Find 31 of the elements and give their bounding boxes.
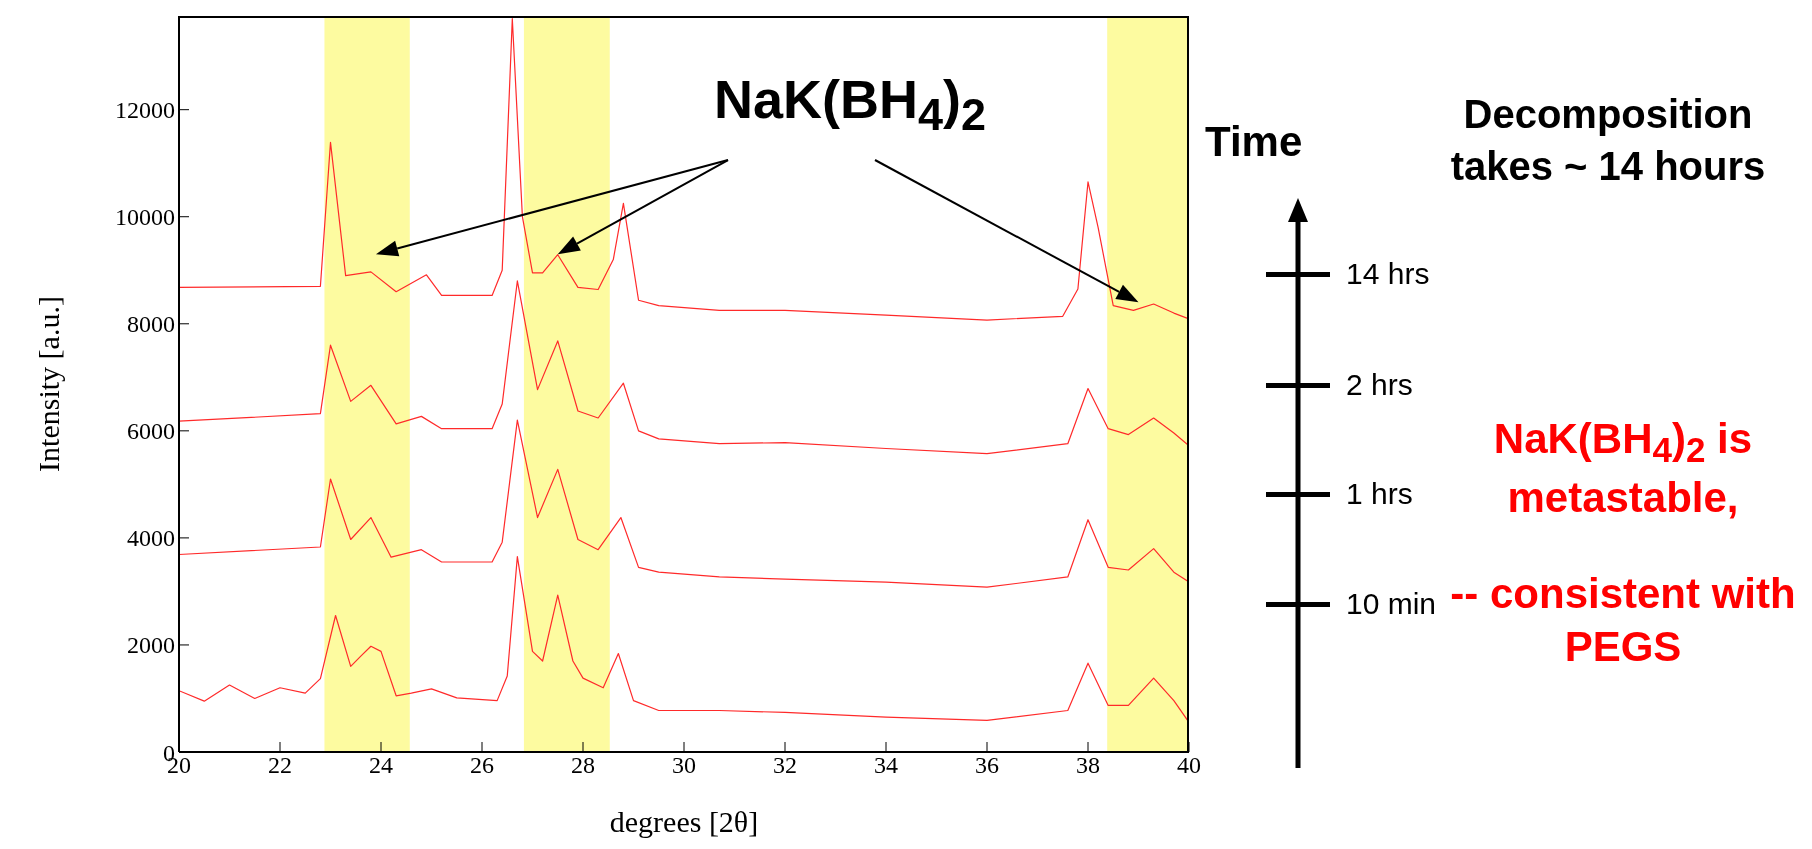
x-tick-label: 32 bbox=[773, 752, 797, 779]
line-series bbox=[179, 18, 1189, 321]
y-axis-title: Intensity [a.u.] bbox=[31, 296, 65, 472]
y-tick-label: 12000 bbox=[115, 97, 175, 124]
x-tick-label: 40 bbox=[1177, 752, 1201, 779]
x-tick-label: 34 bbox=[874, 752, 898, 779]
text: Decomposition takes ~ 14 hours bbox=[1449, 91, 1767, 190]
line-series bbox=[179, 419, 1189, 588]
x-tick-label: 30 bbox=[672, 752, 696, 779]
text: 10 min bbox=[1346, 587, 1437, 621]
text: 2 hrs bbox=[1346, 368, 1413, 402]
x-tick-label: 38 bbox=[1076, 752, 1100, 779]
x-tick-label: 26 bbox=[470, 752, 494, 779]
text: -- consistent with PEGS bbox=[1449, 569, 1797, 672]
x-tick-label: 36 bbox=[975, 752, 999, 779]
x-tick-label: 22 bbox=[268, 752, 292, 779]
line-series bbox=[179, 280, 1189, 455]
text: NaK(BH$_{4}$)$_{2}$ is metastable, bbox=[1492, 414, 1754, 524]
x-tick-label: 28 bbox=[571, 752, 595, 779]
annotation: NaK(BH$_{4}$)$_{2}$ bbox=[714, 68, 987, 141]
legend-title: Time bbox=[1205, 118, 1303, 166]
y-tick-label: 4000 bbox=[127, 525, 175, 552]
text: 1 hrs bbox=[1346, 477, 1413, 511]
line-series bbox=[179, 556, 1189, 723]
y-tick-label: 10000 bbox=[115, 204, 175, 231]
y-tick-label: 6000 bbox=[127, 418, 175, 445]
y-tick-label: 2000 bbox=[127, 632, 175, 659]
text: 14 hrs bbox=[1346, 257, 1430, 291]
y-tick-label: 8000 bbox=[127, 311, 175, 338]
x-tick-label: 24 bbox=[369, 752, 393, 779]
x-axis-title: degrees [2θ] bbox=[609, 805, 759, 838]
